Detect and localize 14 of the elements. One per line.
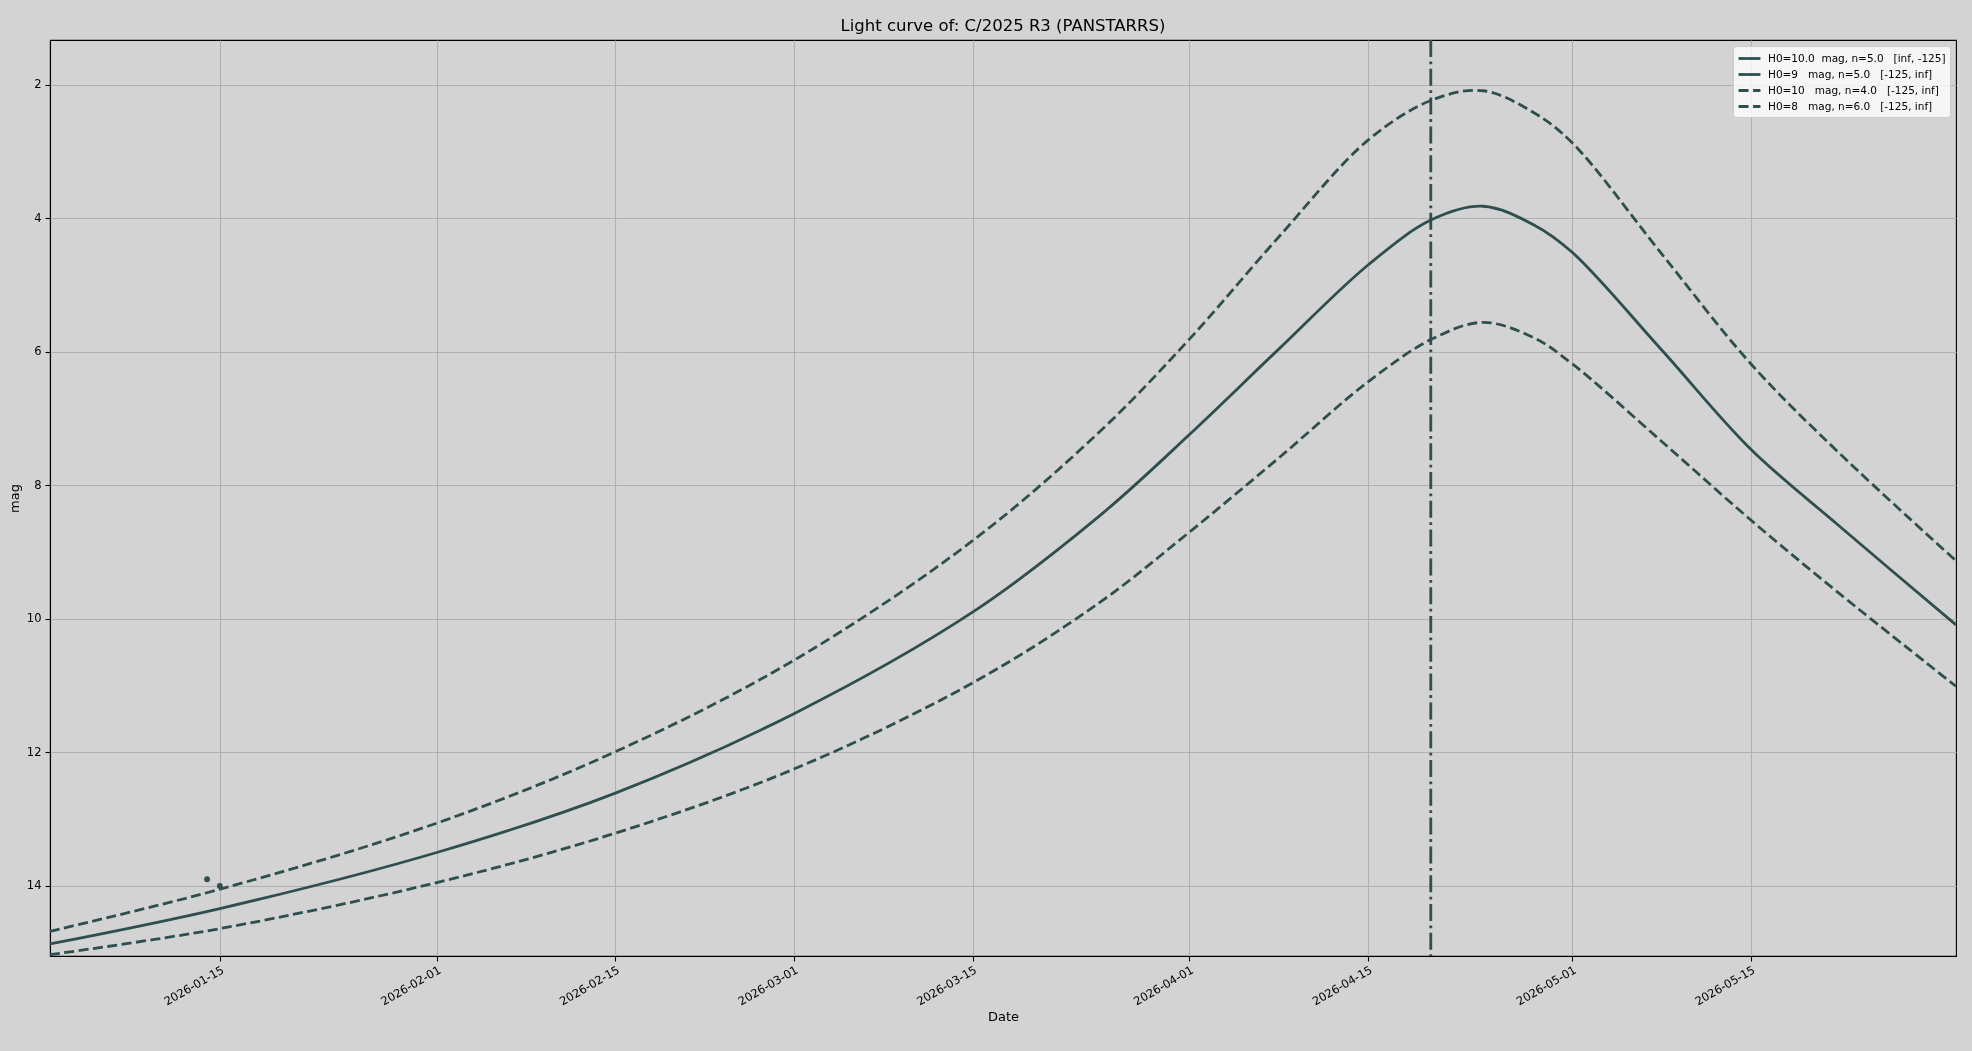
- y-tick-label: 10: [26, 611, 42, 626]
- y-tick-label: 12: [26, 744, 42, 759]
- legend-label: H0=8 mag, n=6.0 [-125, inf]: [1768, 99, 1933, 112]
- y-tick-label: 2: [34, 77, 42, 92]
- x-axis-title: Date: [987, 1008, 1020, 1024]
- y-tick-label: 4: [34, 210, 42, 225]
- y-tick-label: 6: [34, 344, 42, 359]
- y-tick-label: 14: [26, 878, 42, 893]
- y-tick-label: 8: [34, 477, 42, 492]
- y-axis-title: mag: [6, 484, 22, 513]
- legend-label: H0=9 mag, n=5.0 [-125, inf]: [1768, 67, 1933, 80]
- legend-label: H0=10.0 mag, n=5.0 [inf, -125]: [1768, 51, 1946, 64]
- legend-label: H0=10 mag, n=4.0 [-125, inf]: [1768, 83, 1939, 96]
- chart-title: Light curve of: C/2025 R3 (PANSTARRS): [840, 16, 1166, 36]
